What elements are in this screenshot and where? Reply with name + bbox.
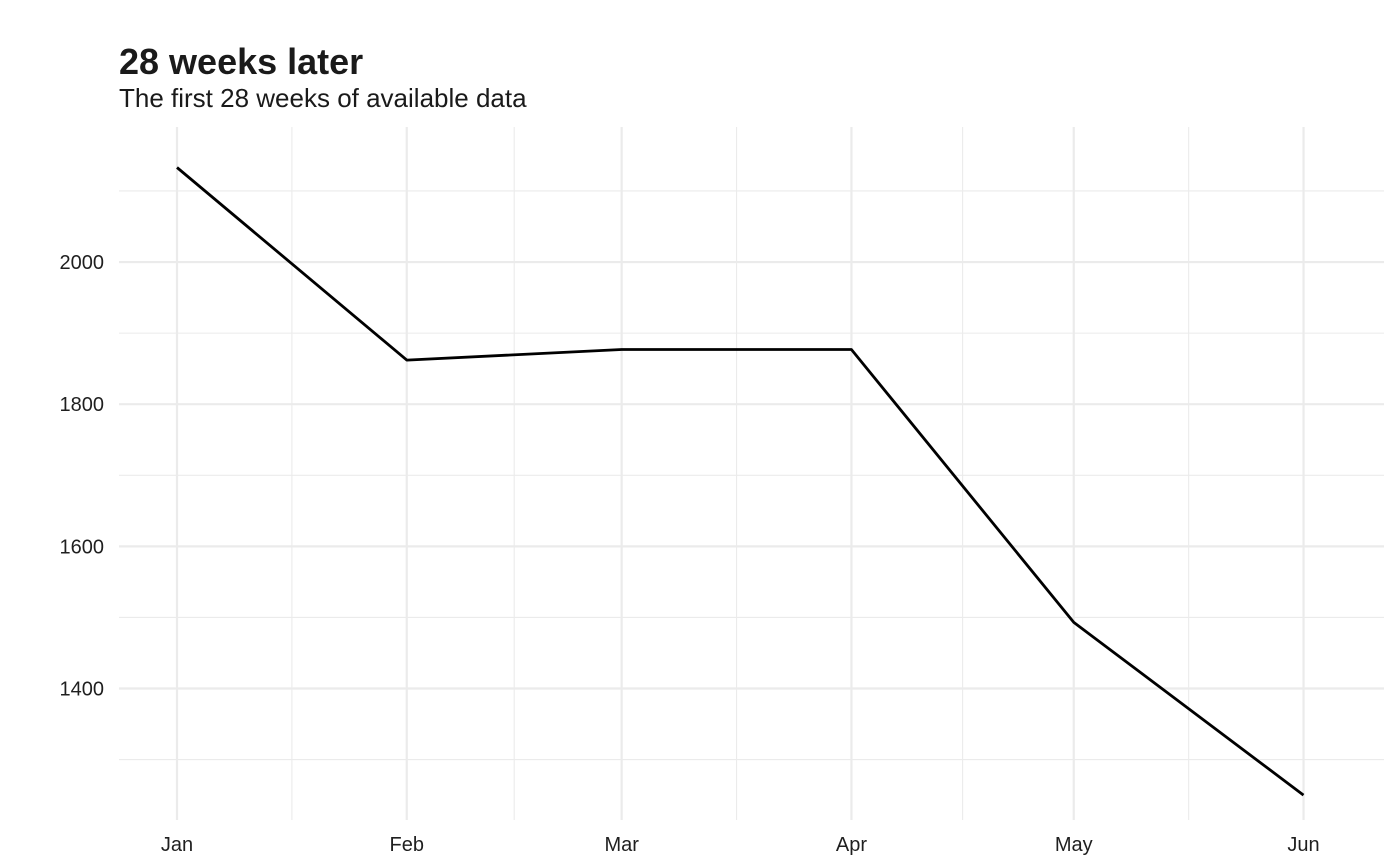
- y-tick-label: 2000: [60, 252, 105, 274]
- chart-title: 28 weeks later: [119, 41, 364, 82]
- y-axis: 1400 1600 1800 2000: [60, 252, 105, 700]
- x-axis: Jan Feb Mar Apr May Jun: [161, 834, 1320, 856]
- y-tick-label: 1600: [60, 536, 105, 558]
- y-tick-label: 1800: [60, 394, 105, 416]
- x-tick-label: Apr: [836, 834, 867, 856]
- chart-subtitle: The first 28 weeks of available data: [119, 83, 527, 113]
- y-tick-label: 1400: [60, 679, 105, 701]
- grid: [119, 127, 1384, 820]
- x-tick-label: Feb: [390, 834, 424, 856]
- x-tick-label: Jun: [1287, 834, 1319, 856]
- x-tick-label: Jan: [161, 834, 193, 856]
- series-layer: [176, 166, 1305, 797]
- x-tick-label: May: [1055, 834, 1093, 856]
- x-tick-label: Mar: [604, 834, 639, 856]
- series-line: [176, 166, 1305, 797]
